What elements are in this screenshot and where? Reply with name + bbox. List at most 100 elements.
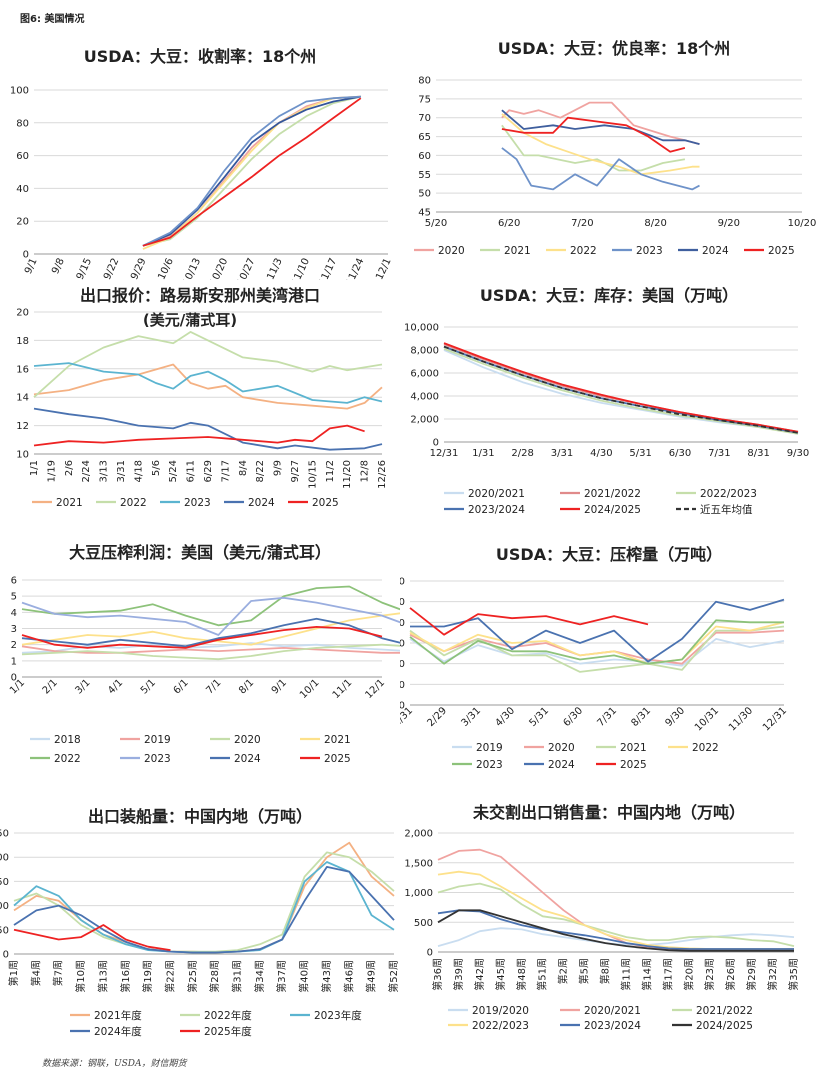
- x-tick-label: 第28周: [208, 960, 221, 993]
- x-tick-label: 2/24: [81, 460, 92, 482]
- series-line: [21, 643, 400, 661]
- x-tick-label: 第29周: [745, 958, 758, 991]
- x-tick-label: 第52周: [387, 960, 400, 993]
- y-tick-label: 5: [11, 592, 17, 603]
- x-tick-label: 5/20: [425, 218, 447, 229]
- x-tick-label: 12/31: [430, 448, 459, 459]
- series-line: [410, 598, 785, 663]
- x-tick-label: 第13周: [96, 960, 109, 993]
- x-tick-label: 第16周: [119, 960, 132, 993]
- y-tick-label: 10,000: [404, 323, 439, 334]
- x-tick-label: 3/13: [99, 460, 110, 482]
- chart-good-rate-svg: USDA：大豆：优良率：18个州 45 50 55 60 65 70 75 80 5/20 6/20…: [414, 39, 816, 257]
- x-tick-label: 3/31: [459, 705, 483, 729]
- y-tick-label: 10: [16, 450, 29, 461]
- series-line: [21, 596, 400, 636]
- y-tick-label: 18: [16, 336, 29, 347]
- legend-label: 2020: [548, 742, 575, 754]
- legend-label: 2024: [248, 497, 275, 509]
- x-tick-label: 第19周: [141, 960, 154, 993]
- x-tick-label: 第39周: [452, 958, 465, 991]
- x-tick-label: 4/30: [493, 705, 517, 729]
- y-tick-label: 75: [418, 94, 431, 105]
- y-tick-label: 80: [16, 118, 29, 129]
- legend-label: 2022: [54, 753, 81, 765]
- x-tick-label: 6/29: [203, 460, 214, 482]
- legend-label: 2020/2021: [584, 1005, 641, 1017]
- chart-good-rate: USDA：大豆：优良率：18个州 45 50 55 60 65 70 75 80 5/20 6/20…: [410, 38, 818, 280]
- chart-export-price: 出口报价：路易斯安那州美湾港口 (美元/蒲式耳) 10 12 14 16 18 20 1/1 1/…: [0, 285, 400, 530]
- x-tick-label: 第10周: [74, 960, 87, 993]
- series-line: [21, 585, 400, 627]
- y-tick-label: 500: [400, 659, 405, 670]
- series-line: [142, 95, 361, 247]
- x-tick-label: 12/26: [377, 460, 388, 489]
- x-tick-label: 5/31: [629, 448, 651, 459]
- chart-title: USDA：大豆：库存：美国（万吨）: [480, 286, 738, 305]
- x-tick-label: 第34周: [253, 960, 266, 993]
- legend-label: 2022: [692, 742, 719, 754]
- x-tick-label: 第23周: [703, 958, 716, 991]
- y-tick-label: 150: [0, 877, 9, 888]
- x-tick-label: 10/27: [235, 257, 257, 280]
- y-tick-label: 0: [433, 438, 439, 449]
- series-line: [21, 617, 400, 648]
- series-line: [501, 124, 686, 172]
- x-tick-label: 第5周: [578, 958, 591, 984]
- x-tick-label: 8/31: [629, 705, 653, 729]
- chart-crush-volume-svg: USDA：大豆：压榨量（万吨）4004505005506006507001/31…: [400, 545, 789, 771]
- x-tick-label: 1/1: [29, 460, 40, 476]
- chart-title: 大豆压榨利润：美国（美元/蒲式耳）: [69, 543, 331, 562]
- x-tick-label: 12/8: [360, 460, 371, 482]
- y-tick-label: 8,000: [410, 346, 439, 357]
- x-tick-label: 11/24: [344, 257, 366, 280]
- series-line: [142, 95, 361, 247]
- y-tick-label: 0: [11, 673, 17, 684]
- y-tick-label: 50: [0, 925, 9, 936]
- x-tick-label: 11/30: [727, 705, 755, 733]
- legend-label: 2020: [438, 245, 465, 257]
- legend-label: 2022: [570, 245, 597, 257]
- y-tick-label: 14: [16, 393, 29, 404]
- x-tick-label: 8/20: [644, 218, 666, 229]
- chart-export-price-svg: 出口报价：路易斯安那州美湾港口 (美元/蒲式耳) 10 12 14 16 18 20 1/1 1/…: [16, 286, 388, 509]
- y-tick-label: 20: [16, 308, 29, 319]
- series-line: [443, 342, 799, 433]
- legend-label: 2022: [120, 497, 147, 509]
- x-tick-label: 9/20: [718, 218, 740, 229]
- legend-label: 2020/2021: [468, 488, 525, 500]
- x-tick-label: 5/6: [151, 460, 162, 476]
- series-line: [443, 345, 799, 434]
- x-tick-label: 第26周: [724, 958, 737, 991]
- y-tick-label: 60: [418, 151, 431, 162]
- legend-label: 2025: [324, 753, 351, 765]
- x-tick-label: 第11周: [619, 958, 632, 991]
- x-tick-label: 11/10: [290, 257, 312, 280]
- series-line: [21, 645, 400, 654]
- y-tick-label: 3: [11, 624, 17, 635]
- chart-harvest-rate: USDA：大豆：收割率：18个州 0 20 40 60 80 100 9/1 9/8 9/15 9/…: [0, 38, 400, 280]
- series-line: [409, 638, 785, 667]
- legend-label: 2023/2024: [468, 504, 525, 516]
- x-tick-label: 9/27: [290, 460, 301, 482]
- x-tick-label: 6/30: [669, 448, 691, 459]
- series-line: [409, 629, 785, 665]
- x-tick-label: 7/31: [595, 705, 619, 729]
- series-line: [33, 363, 383, 410]
- x-tick-label: 1/31: [472, 448, 494, 459]
- x-tick-label: 第40周: [298, 960, 311, 993]
- chart-crush-margin: 大豆压榨利润：美国（美元/蒲式耳） 0 1 2 3 4 5 6 1/1 2/1 3/1 4/1 5/1 6…: [0, 540, 400, 785]
- x-tick-label: 8/22: [255, 460, 266, 482]
- legend-label: 2024: [548, 759, 575, 771]
- legend-label: 2022/2023: [472, 1020, 529, 1032]
- x-tick-label: 11/3: [265, 257, 284, 280]
- x-tick-label: 3/1: [73, 677, 92, 696]
- x-tick-label: 12/1: [363, 677, 387, 701]
- x-tick-label: 第17周: [661, 958, 674, 991]
- x-tick-label: 4/18: [133, 460, 144, 482]
- y-tick-label: 0: [3, 950, 9, 961]
- chart-shipments: 出口装船量：中国内地（万吨）050100150200250第1周第4周第7周第1…: [0, 800, 400, 1048]
- x-tick-label: 6/11: [186, 460, 197, 482]
- chart-title: USDA：大豆：压榨量（万吨）: [496, 545, 722, 564]
